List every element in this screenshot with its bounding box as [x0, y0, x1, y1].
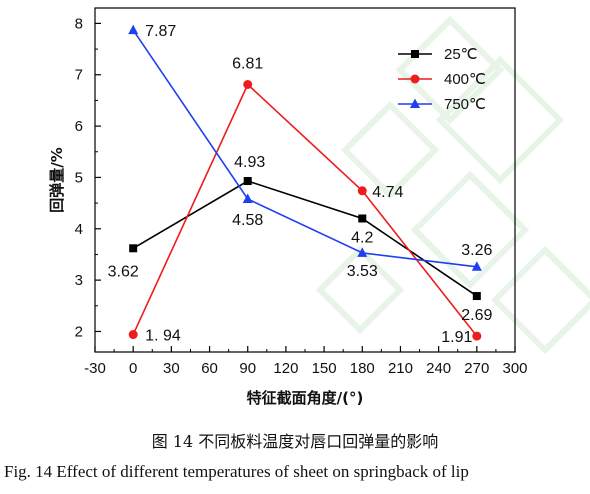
data-label-750c: 3.26 [461, 242, 492, 259]
x-tick-label: 150 [312, 360, 337, 377]
y-tick-label: 8 [75, 15, 83, 32]
x-tick-label: 30 [163, 360, 180, 377]
series-group [128, 24, 482, 341]
data-point-25c [243, 177, 252, 186]
data-label-400c: 4.74 [372, 184, 403, 201]
data-point-400c [128, 330, 138, 340]
decor-diamond [490, 245, 590, 355]
y-axis-ticks: 2 3 4 5 6 7 8 [75, 15, 101, 340]
decor-diamond [340, 100, 440, 200]
data-point-400c [472, 331, 482, 341]
x-tick-label: -30 [84, 360, 106, 377]
x-tick-label: 0 [129, 360, 137, 377]
x-tick-label: 210 [388, 360, 413, 377]
y-tick-label: 2 [75, 323, 83, 340]
data-label-25c: 3.62 [108, 263, 139, 280]
data-point-750c [128, 24, 139, 35]
x-tick-label: 270 [464, 360, 489, 377]
x-tick-label: 90 [239, 360, 256, 377]
legend-marker-400c [410, 74, 420, 84]
decor-diamond [410, 170, 530, 290]
decor-diamond [435, 55, 565, 185]
data-point-750c [242, 193, 253, 203]
y-tick-label: 3 [75, 272, 83, 289]
background-pattern [315, 15, 590, 355]
data-label-25c: 2.69 [461, 307, 492, 324]
x-tick-label: 240 [426, 360, 451, 377]
data-labels: 3.62 4.93 4.2 2.69 1. 94 6.81 4.74 1.91 7.87 4.58… [108, 23, 493, 346]
figure-caption-chinese: 图 14 不同板料温度对唇口回弹量的影响 [151, 432, 439, 451]
line-chart: -30 0 30 60 90 120 150 180 210 240 270 300 2345678 … [48, 7, 590, 407]
decor-diamond [315, 245, 405, 335]
legend-label-25c: 25℃ [444, 46, 478, 63]
data-label-400c: 1.91 [441, 329, 472, 346]
series-line-25c [132, 180, 478, 297]
data-point-25c [472, 292, 481, 301]
legend-label-400c: 400℃ [444, 71, 486, 88]
data-label-400c: 6.81 [232, 56, 263, 73]
legend-label-750c: 750℃ [444, 96, 486, 113]
data-point-750c [357, 247, 368, 257]
data-label-750c: 7.87 [145, 23, 176, 40]
y-tick-label: 6 [75, 118, 83, 135]
data-point-400c [357, 186, 367, 196]
figure-caption-english: Fig. 14 Effect of different temperatures… [4, 462, 469, 481]
data-label-400c: 1. 94 [145, 328, 181, 345]
data-point-25c [129, 244, 138, 253]
legend: 25℃ 400℃ 750℃ [398, 46, 486, 113]
data-label-750c: 3.53 [347, 263, 378, 280]
x-tick-label: 180 [350, 360, 375, 377]
y-tick-label: 7 [75, 67, 83, 84]
data-point-400c [243, 80, 253, 90]
series-line-400c [132, 83, 478, 337]
x-axis-ticks: -30 0 30 60 90 120 150 180 210 240 270 300 [84, 346, 528, 377]
data-point-750c [471, 261, 482, 271]
data-label-25c: 4.2 [351, 230, 373, 247]
data-label-750c: 4.58 [232, 212, 263, 229]
series-line-750c [132, 29, 477, 268]
x-tick-label: 60 [201, 360, 218, 377]
data-label-25c: 4.93 [234, 154, 265, 171]
x-tick-label: 120 [273, 360, 298, 377]
data-point-25c [358, 214, 367, 223]
y-axis-title: 回弹量/% [48, 147, 66, 213]
y-tick-label: 4 [75, 221, 83, 238]
legend-marker-750c [410, 98, 420, 108]
y-tick-label: 5 [75, 169, 83, 186]
legend-marker-25c [411, 50, 419, 58]
x-axis-title: 特征截面角度/(°) [247, 389, 364, 407]
x-tick-label: 300 [502, 360, 527, 377]
